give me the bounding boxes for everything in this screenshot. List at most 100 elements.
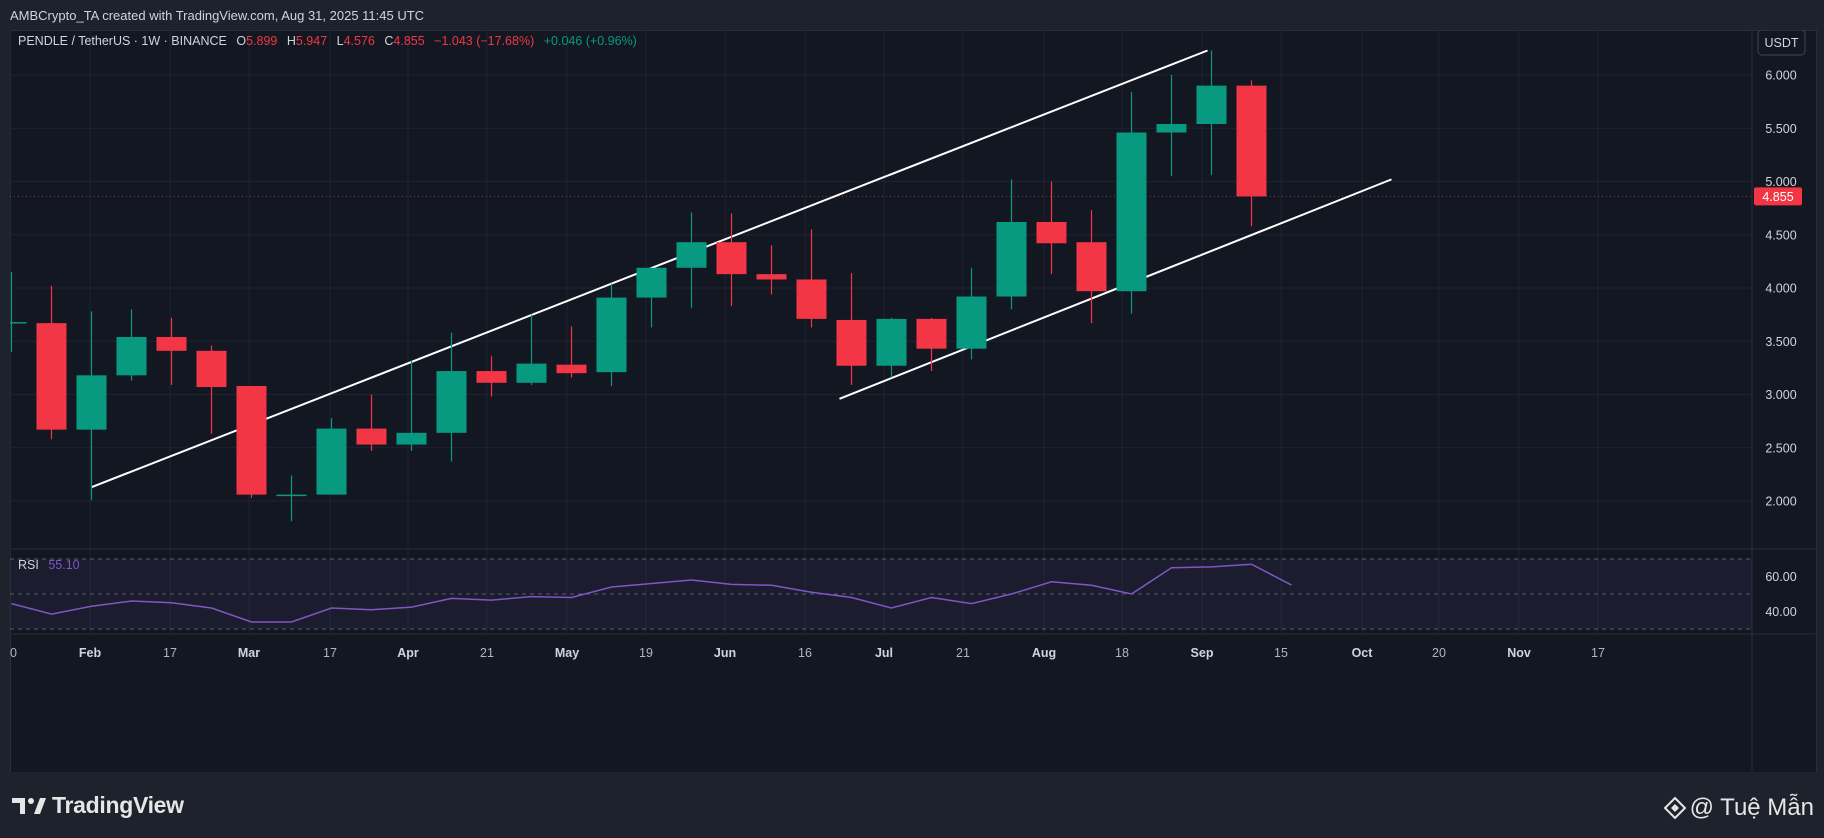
svg-text:PENDLE / TetherUS · 1W · BINAN: PENDLE / TetherUS · 1W · BINANCE O5.899 … — [18, 34, 637, 48]
candle-up — [276, 475, 307, 522]
time-tick-label: 20 — [10, 646, 17, 660]
time-tick-label: Apr — [397, 646, 419, 660]
diamond-logo-icon — [1663, 797, 1686, 819]
candle-down — [196, 345, 227, 434]
time-tick-label: 21 — [480, 646, 494, 660]
candle-up — [436, 332, 467, 462]
candle-down — [36, 285, 67, 440]
legend-high-label: H — [287, 34, 296, 48]
candle-body — [436, 371, 467, 433]
author-credit: @ Tuệ Mẫn — [1663, 794, 1814, 822]
time-tick-label: 20 — [1432, 646, 1446, 660]
candle-down — [756, 245, 787, 295]
candle-body — [796, 279, 827, 319]
candle-up — [876, 317, 907, 378]
time-tick-label: 19 — [639, 646, 653, 660]
time-tick-label: Mar — [238, 646, 260, 660]
candle-body — [876, 318, 907, 366]
candle-body — [156, 336, 187, 351]
price-tick-label: 5.500 — [1765, 122, 1796, 136]
candle-up — [516, 314, 547, 385]
candle-body — [316, 428, 347, 495]
rsi-label: RSI — [18, 558, 39, 572]
price-tick-label: 2.000 — [1765, 495, 1796, 509]
candle-body — [956, 296, 987, 349]
candle-body — [236, 385, 267, 495]
candle-up — [396, 360, 427, 451]
candle-up — [316, 417, 347, 495]
author-credit-text: @ Tuệ Mẫn — [1689, 794, 1814, 821]
time-axis: 20 Feb 17 Mar 17 Apr 21 May 19 Jun 16 Jul 21 Aug 18 Sep… — [10, 646, 1605, 660]
time-tick-label: 17 — [1591, 646, 1605, 660]
candle-body — [636, 267, 667, 298]
legend-low-label: L — [337, 34, 344, 48]
candle-up — [1156, 75, 1187, 177]
candle-up — [996, 179, 1027, 310]
rsi-line — [11, 563, 1292, 623]
candle-down — [916, 317, 947, 372]
candle-body — [396, 432, 427, 445]
candle-body — [596, 297, 627, 373]
top-bar: AMBCrypto_TA created with TradingView.co… — [0, 0, 1824, 30]
candle-body — [36, 323, 67, 430]
time-tick-label: Nov — [1507, 646, 1531, 660]
time-tick-label: 17 — [163, 646, 177, 660]
candle-body — [676, 242, 707, 268]
time-tick-label: Jun — [714, 646, 736, 660]
last-price-value: 4.855 — [1762, 190, 1793, 204]
candle-body — [836, 319, 867, 366]
candle-body — [1236, 85, 1267, 197]
time-tick-label: 18 — [1115, 646, 1129, 660]
price-tick-label: 3.500 — [1765, 335, 1796, 349]
legend-close-label: C — [384, 34, 393, 48]
tradingview-brand-text: TradingView — [52, 792, 184, 818]
time-tick-label: Oct — [1352, 646, 1374, 660]
candle-body — [556, 364, 587, 374]
time-tick-label: Feb — [79, 646, 102, 660]
chart-canvas[interactable]: 6.000 5.500 5.000 4.500 4.000 3.500 3.000 2.500… — [10, 30, 1815, 771]
price-tick-label: 4.000 — [1765, 282, 1796, 296]
price-tick-label: 3.000 — [1765, 388, 1796, 402]
candle-body — [276, 494, 307, 497]
time-tick-label: Jul — [875, 646, 893, 660]
candle-up — [1196, 50, 1227, 176]
candle-down — [356, 394, 387, 451]
tradingview-logo[interactable]: TradingView — [12, 792, 184, 819]
candle-up — [76, 311, 107, 500]
time-tick-label: May — [555, 646, 579, 660]
legend-change: −1.043 (−17.68%) — [434, 34, 534, 48]
candle-down — [476, 356, 507, 397]
time-tick-label: 17 — [323, 646, 337, 660]
candle-body — [1196, 85, 1227, 124]
time-tick-label: 16 — [798, 646, 812, 660]
candle-body — [1156, 123, 1187, 133]
candle-down — [556, 326, 587, 378]
candle-up — [10, 272, 27, 352]
legend-open-value: 5.899 — [246, 34, 277, 48]
attribution-text: AMBCrypto_TA created with TradingView.co… — [10, 8, 425, 23]
time-tick-label: 15 — [1274, 646, 1288, 660]
time-tick-label: Sep — [1191, 646, 1214, 660]
candle-down — [796, 229, 827, 328]
grid-lines — [10, 30, 1815, 771]
currency-label: USDT — [1764, 36, 1798, 50]
rsi-pane — [10, 558, 1752, 630]
price-tick-label: 5.000 — [1765, 175, 1796, 189]
candle-body — [716, 242, 747, 275]
candle-up — [596, 283, 627, 386]
footer — [0, 772, 1824, 838]
candle-up — [636, 267, 667, 328]
candle-body — [356, 428, 387, 445]
tradingview-logo-icon — [12, 797, 46, 814]
candle-down — [716, 213, 747, 307]
candle-up — [1116, 92, 1147, 314]
candle-body — [196, 350, 227, 388]
legend-high-value: 5.947 — [296, 34, 327, 48]
price-tick-label: 6.000 — [1765, 69, 1796, 83]
candle-down — [1236, 80, 1267, 227]
candle-body — [10, 322, 27, 324]
candle-up — [676, 212, 707, 309]
price-axis: 6.000 5.500 5.000 4.500 4.000 3.500 3.000 2.500… — [1765, 69, 1796, 620]
candle-body — [916, 318, 947, 349]
currency-button[interactable]: USDT — [1757, 30, 1806, 56]
